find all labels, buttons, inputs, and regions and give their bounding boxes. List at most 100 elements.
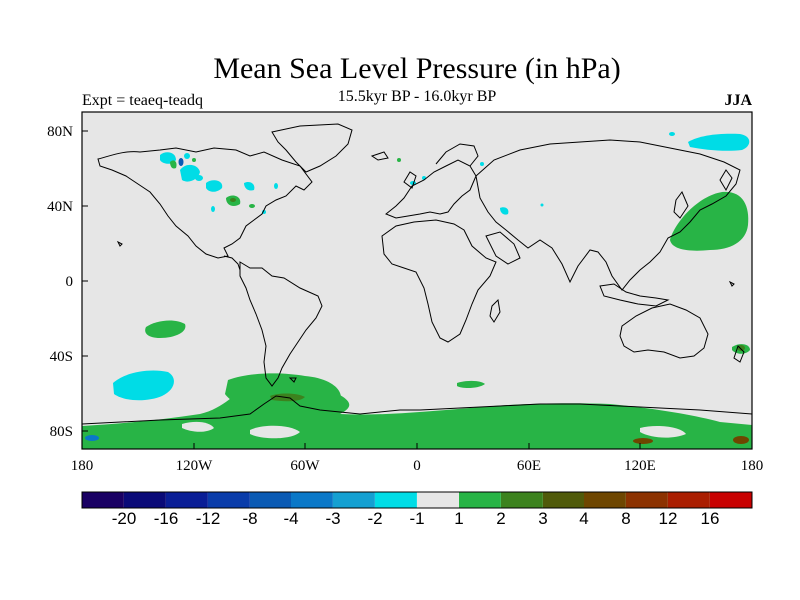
anomaly-na-8 (184, 153, 190, 159)
lat-tick-label: 80N (47, 124, 73, 140)
lon-tick-label: 180 (71, 458, 94, 474)
coast-indonesia (599, 283, 670, 307)
colorbar-swatch (543, 492, 585, 508)
anomaly-na-6 (170, 160, 177, 169)
anomaly-gap-2 (182, 421, 214, 432)
colorbar-label: 2 (496, 509, 505, 528)
anomaly-europe-3 (480, 162, 484, 166)
colorbar-swatch (208, 492, 250, 508)
lon-tick-label: 60W (290, 458, 320, 474)
colorbar-label: 16 (701, 509, 720, 528)
anomaly-gap-3 (640, 426, 686, 438)
colorbar-swatch (501, 492, 543, 508)
colorbar-swatch (166, 492, 208, 508)
lon-tick-label: 120E (624, 458, 656, 474)
coast-asia (475, 139, 741, 291)
latitude-axis: 80N 40N 0 40S 80S (47, 124, 88, 440)
colorbar-label: 3 (538, 509, 547, 528)
colorbar-frame (81, 491, 753, 509)
colorbar-swatch (375, 492, 417, 508)
coast-iceland (370, 151, 389, 161)
lat-tick-label: 40N (47, 199, 73, 215)
coast-new-zealand (733, 345, 745, 363)
colorbar-label: -4 (283, 509, 298, 528)
anomaly-north-atlantic (500, 207, 509, 215)
coast-falklands (288, 377, 297, 383)
lat-tick-label: 40S (50, 349, 73, 365)
anomaly-arctic (688, 133, 750, 151)
anomaly-europe-4 (397, 158, 401, 162)
anomaly-southwest-blue (85, 435, 99, 441)
anomaly-na-1 (180, 164, 200, 182)
colorbar-swatch (333, 492, 375, 508)
coast-antarctica (82, 395, 752, 425)
anomaly-northwest-pacific (670, 191, 749, 251)
colorbar-swatch (250, 492, 292, 508)
colorbar-swatch (124, 492, 166, 508)
anomaly-na-14 (192, 158, 196, 162)
anomaly-gap-1 (250, 425, 300, 439)
experiment-label: Expt = teaeq-teadq (82, 92, 203, 109)
colorbar-swatch (668, 492, 710, 508)
season-label: JJA (724, 92, 752, 109)
anomaly-south-pacific-negative (113, 370, 174, 401)
coast-hawaii (116, 240, 123, 247)
colorbar-label: 4 (579, 509, 588, 528)
colorbar-swatch (710, 492, 752, 508)
colorbar-swatch (417, 492, 459, 508)
coast-africa (381, 219, 497, 343)
lon-tick-label: 0 (413, 458, 421, 474)
colorbar-label: 1 (454, 509, 463, 528)
colorbar-swatch (584, 492, 626, 508)
anomaly-central-south-pacific (145, 320, 186, 338)
anomaly-fields (82, 132, 752, 449)
coast-south-america (239, 261, 323, 387)
anomaly-drake-passage (225, 373, 341, 413)
anomaly-na-5-core (230, 198, 236, 202)
colorbar-swatch (459, 492, 501, 508)
anomaly-na-11 (211, 206, 215, 212)
map-subtitle: 15.5kyr BP - 16.0kyr BP (337, 88, 497, 105)
anomaly-na-7 (178, 158, 184, 166)
anomaly-na-3 (206, 180, 223, 192)
colorbar-label: -3 (325, 509, 340, 528)
colorbar-label: -1 (409, 509, 424, 528)
anomaly-na-4 (244, 181, 255, 191)
lon-tick-label: 120W (176, 458, 214, 474)
coast-central-america (223, 255, 241, 271)
coast-greenland (271, 123, 353, 173)
anomaly-arctic-small (669, 132, 675, 136)
lon-tick-label: 180 (741, 458, 764, 474)
coastlines (82, 123, 752, 425)
colorbar-label: 8 (621, 509, 630, 528)
coast-scandinavia (435, 143, 479, 167)
lat-tick-label: 0 (66, 274, 74, 290)
anomaly-east-antarctica (633, 438, 653, 444)
coast-kamchatka (719, 169, 733, 192)
colorbar-swatch (291, 492, 333, 508)
colorbar-label: -16 (154, 509, 179, 528)
coast-arabia (485, 231, 521, 265)
lon-tick-label: 60E (517, 458, 541, 474)
longitude-axis: 180 120W 60W 0 60E 120E 180 (71, 443, 764, 474)
anomaly-south-atlantic (457, 380, 485, 389)
colorbar-swatch (626, 492, 668, 508)
coast-japan (673, 191, 689, 219)
colorbar-label: -2 (367, 509, 382, 528)
coast-europe (385, 159, 477, 219)
lat-tick-label: 80S (50, 424, 73, 440)
anomaly-na-10 (274, 183, 278, 189)
colorbar-label: -12 (196, 509, 221, 528)
coast-pacific-islands (728, 280, 735, 287)
coast-north-america (97, 147, 313, 259)
coast-madagascar (489, 298, 501, 323)
anomaly-na-12 (249, 204, 255, 208)
anomaly-na-9 (195, 175, 203, 181)
colorbar-swatch (82, 492, 124, 508)
anomaly-asia-1 (540, 203, 544, 207)
anomaly-ross-sea (733, 436, 749, 444)
coast-uk (403, 171, 417, 189)
colorbar: -20 -16 -12 -8 -4 -3 -2 -1 1 2 3 4 8 12 … (81, 491, 753, 528)
colorbar-label: 12 (659, 509, 678, 528)
